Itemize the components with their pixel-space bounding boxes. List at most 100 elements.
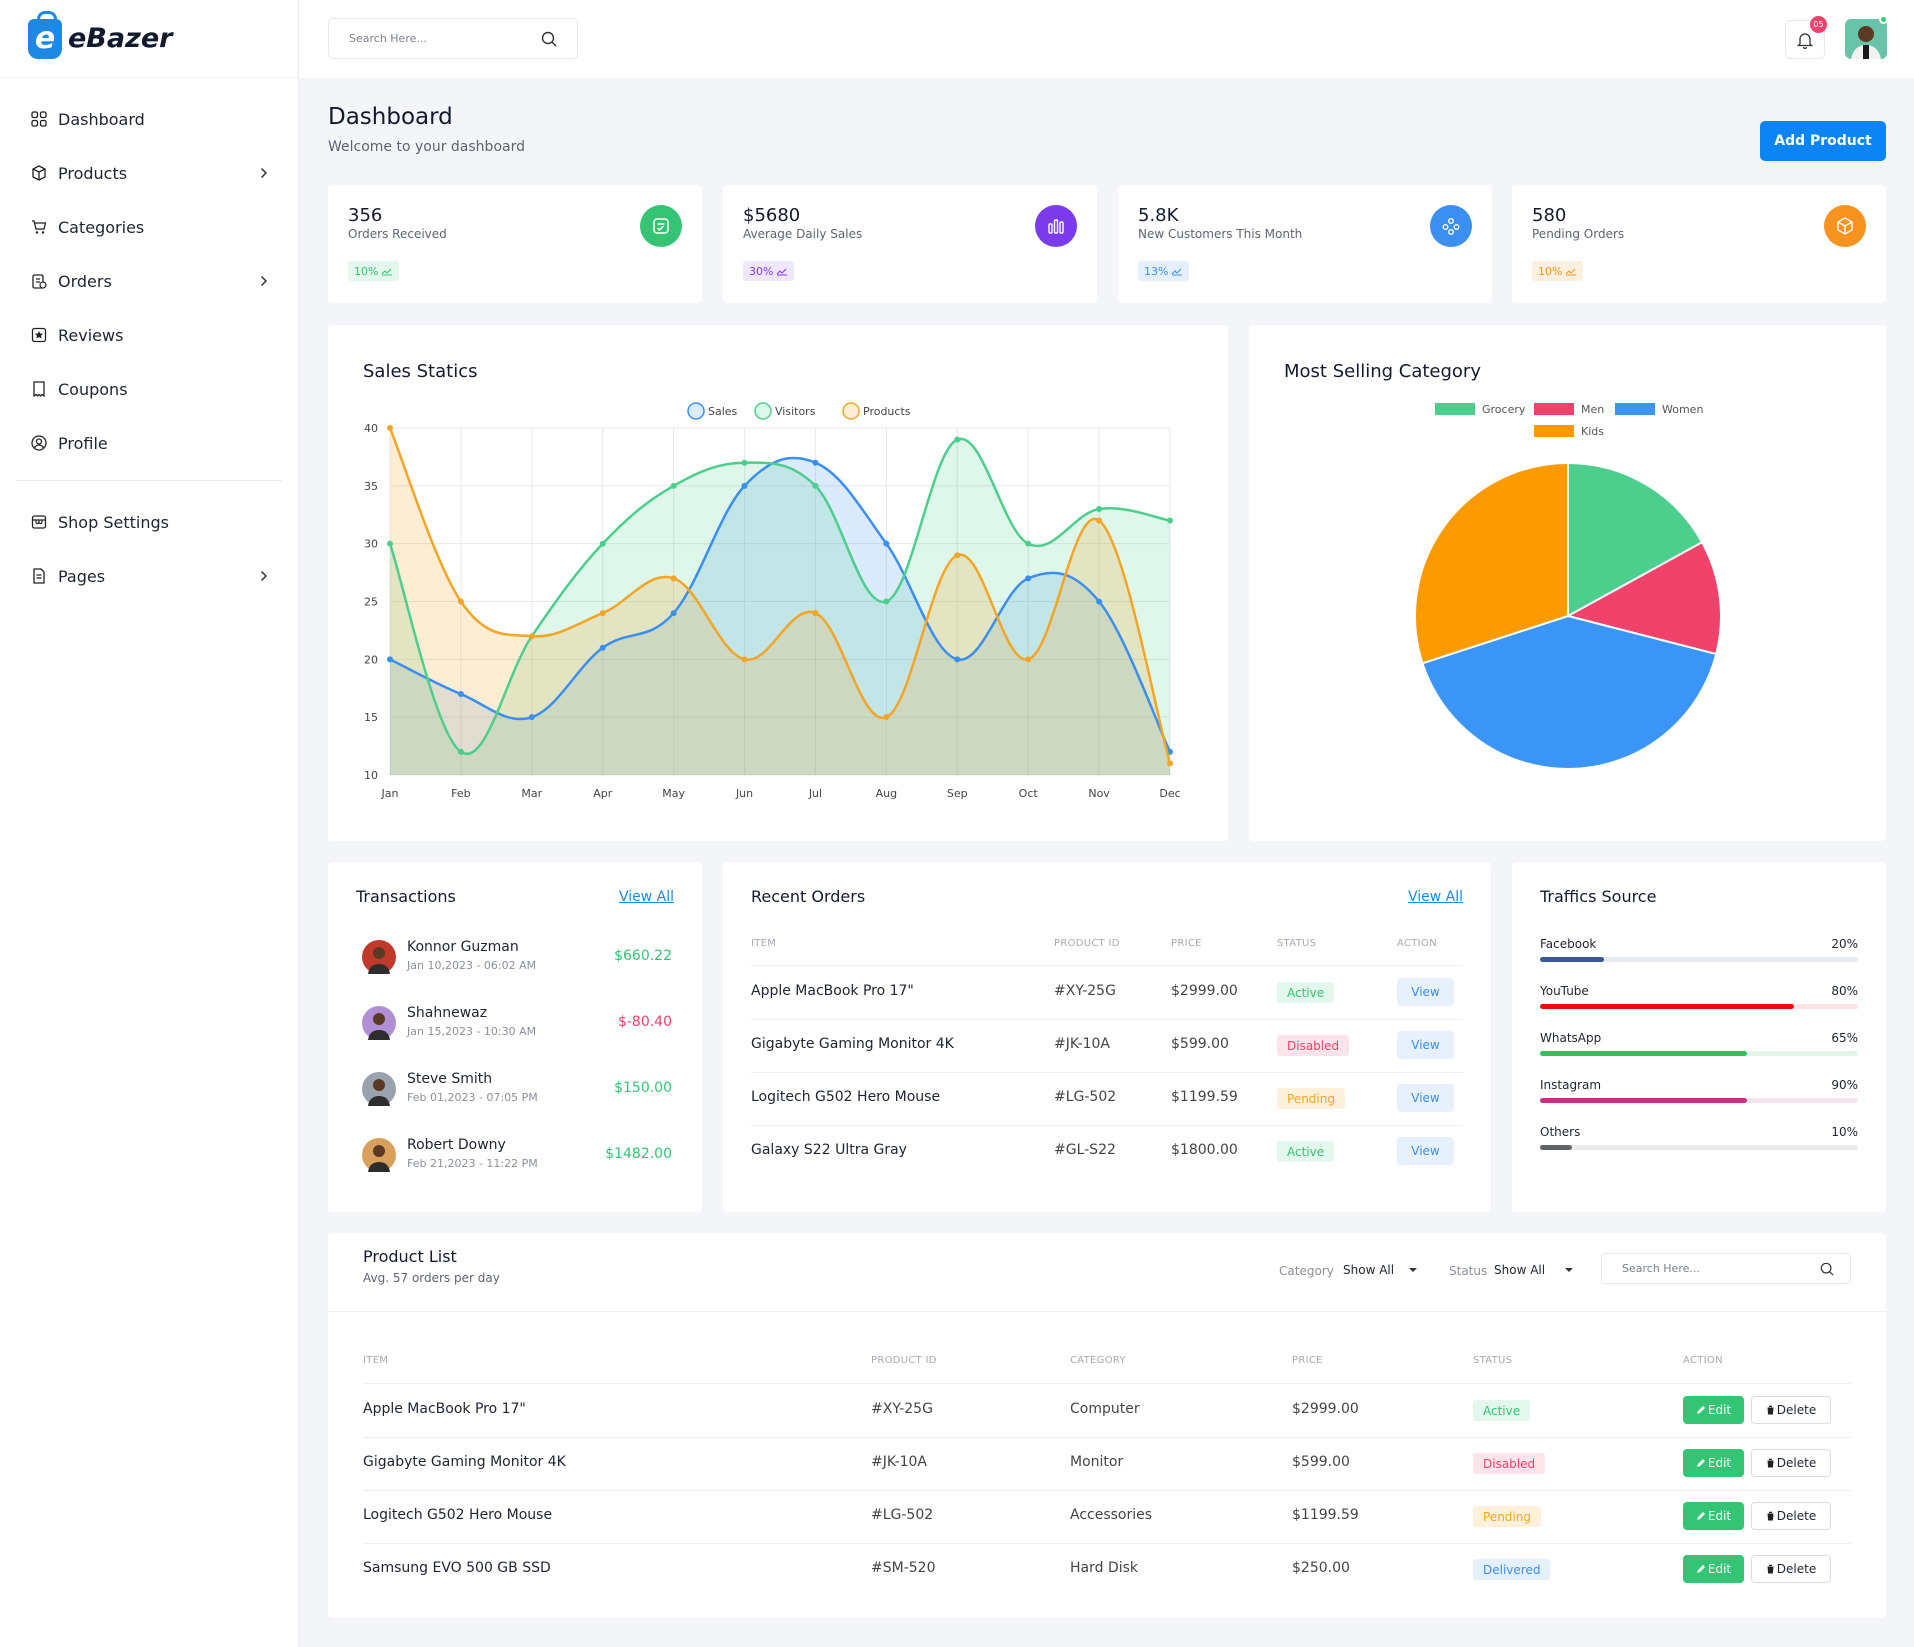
view-order-button[interactable]: View — [1397, 1031, 1454, 1059]
sidebar-item-label: Orders — [58, 271, 112, 291]
edit-label: Edit — [1707, 1509, 1732, 1523]
stat-card: 356 Orders Received 10% — [328, 185, 702, 303]
transaction-row[interactable]: Konnor Guzman Jan 10,2023 - 06:02 AM $66… — [362, 932, 672, 982]
product-list-subtitle: Avg. 57 orders per day — [363, 1271, 500, 1285]
product-category: Monitor — [1070, 1454, 1124, 1470]
topbar: Search Here... 05 — [299, 0, 1914, 78]
product-search-input[interactable]: Search Here... — [1601, 1253, 1851, 1284]
transaction-row[interactable]: Shahnewaz Jan 15,2023 - 10:30 AM $-80.40 — [362, 998, 672, 1048]
column-header: Status — [1473, 1355, 1513, 1366]
legend-label: Products — [863, 405, 911, 418]
sidebar-item-dashboard[interactable]: Dashboard — [0, 92, 298, 146]
order-item: Logitech G502 Hero Mouse — [751, 1089, 941, 1105]
sidebar-item-categories[interactable]: Categories — [0, 200, 298, 254]
edit-button[interactable]: Edit — [1683, 1396, 1744, 1424]
notification-badge: 05 — [1810, 16, 1827, 33]
recent-orders-view-all-link[interactable]: View All — [1407, 889, 1463, 905]
delete-button[interactable]: Delete — [1751, 1449, 1831, 1477]
view-order-button[interactable]: View — [1397, 978, 1454, 1006]
y-tick-label: 20 — [364, 653, 378, 666]
shop-icon — [30, 513, 48, 531]
pie-slice-grocery — [1567, 461, 1704, 618]
avatar — [362, 1072, 396, 1106]
package-icon — [1824, 205, 1866, 247]
user-avatar[interactable] — [1845, 19, 1887, 59]
sidebar-item-label: Pages — [58, 566, 106, 586]
transaction-row[interactable]: Steve Smith Feb 01,2023 - 07:05 PM $150.… — [362, 1064, 672, 1114]
progress-fill — [1540, 1145, 1572, 1150]
sidebar-item-profile[interactable]: Profile — [0, 416, 298, 470]
search-input[interactable]: Search Here... — [328, 18, 578, 59]
data-point — [1167, 517, 1173, 524]
status-badge: Delivered — [1473, 1559, 1551, 1580]
logo[interactable]: e eBazer — [0, 0, 298, 78]
sidebar: e eBazer Dashboard Products Categories O… — [0, 0, 299, 1647]
column-header: Price — [1171, 938, 1202, 949]
view-order-button[interactable]: View — [1397, 1084, 1454, 1112]
edit-label: Edit — [1707, 1403, 1732, 1417]
transaction-date: Feb 01,2023 - 07:05 PM — [407, 1091, 538, 1104]
legend-label: Sales — [708, 405, 738, 418]
column-header: Action — [1683, 1355, 1723, 1366]
stat-change-value: 13% — [1144, 264, 1169, 278]
status-filter-select[interactable]: Show All — [1494, 1263, 1546, 1277]
status-badge: Active — [1277, 1141, 1335, 1162]
x-tick-label: Jan — [381, 787, 399, 800]
progress-fill — [1540, 1004, 1795, 1009]
data-point — [670, 482, 677, 489]
search-placeholder: Search Here... — [349, 32, 427, 45]
series-area-sales — [390, 457, 1170, 775]
notification-button[interactable] — [1785, 20, 1825, 59]
category-filter-select[interactable]: Show All — [1343, 1263, 1395, 1277]
data-point — [741, 656, 748, 663]
legend-label: Visitors — [775, 405, 816, 418]
data-point — [1025, 656, 1032, 663]
traffic-source-percent: 80% — [1831, 984, 1858, 998]
sales-chart-card: Sales Statics 10 15 20 25 30 35 40 Jan Feb Mar Apr… — [328, 325, 1228, 841]
logo-bag-icon: e — [28, 10, 62, 59]
sidebar-item-products[interactable]: Products — [0, 146, 298, 200]
sidebar-item-shop-settings[interactable]: Shop Settings — [0, 495, 298, 549]
sidebar-item-orders[interactable]: Orders — [0, 254, 298, 308]
data-point — [457, 598, 464, 605]
stat-card: 5.8K New Customers This Month 13% — [1118, 185, 1492, 303]
delete-button[interactable]: Delete — [1751, 1555, 1831, 1583]
pencil-icon — [1696, 1512, 1705, 1520]
trend-up-icon — [382, 268, 393, 276]
sales-chart: 10 15 20 25 30 35 40 Jan Feb Mar Apr May Jun Jul Aug Se… — [364, 402, 1181, 800]
add-product-button[interactable]: Add Product — [1760, 121, 1886, 161]
stat-change-badge: 30% — [743, 261, 795, 281]
sidebar-item-coupons[interactable]: Coupons — [0, 362, 298, 416]
x-tick-label: Mar — [521, 787, 542, 800]
series-area-products — [390, 428, 1170, 775]
product-id: #JK-10A — [871, 1454, 928, 1470]
divider — [363, 1543, 1851, 1544]
progress-track — [1540, 1051, 1858, 1056]
data-point — [954, 656, 961, 663]
sidebar-item-label: Dashboard — [58, 109, 145, 129]
traffic-source-title: Traffics Source — [1540, 887, 1657, 906]
users-icon — [1430, 205, 1472, 247]
delete-button[interactable]: Delete — [1751, 1396, 1831, 1424]
x-tick-label: Apr — [593, 787, 613, 800]
edit-button[interactable]: Edit — [1683, 1449, 1744, 1477]
data-point — [1167, 760, 1173, 767]
order-item: Gigabyte Gaming Monitor 4K — [751, 1036, 954, 1052]
trash-icon — [1766, 1511, 1775, 1521]
delete-label: Delete — [1776, 1562, 1817, 1576]
transaction-name: Shahnewaz — [407, 1005, 488, 1021]
divider — [363, 1490, 1851, 1491]
edit-button[interactable]: Edit — [1683, 1502, 1744, 1530]
edit-button[interactable]: Edit — [1683, 1555, 1744, 1583]
data-point — [741, 459, 748, 466]
transaction-row[interactable]: Robert Downy Feb 21,2023 - 11:22 PM $148… — [362, 1130, 672, 1180]
transactions-view-all-link[interactable]: View All — [618, 889, 674, 905]
sidebar-item-reviews[interactable]: Reviews — [0, 308, 298, 362]
data-point — [670, 575, 677, 582]
edit-label: Edit — [1707, 1456, 1732, 1470]
sidebar-item-pages[interactable]: Pages — [0, 549, 298, 603]
delete-button[interactable]: Delete — [1751, 1502, 1831, 1530]
view-order-button[interactable]: View — [1397, 1137, 1454, 1165]
transaction-date: Jan 15,2023 - 10:30 AM — [407, 1025, 537, 1038]
product-category: Hard Disk — [1070, 1560, 1139, 1576]
